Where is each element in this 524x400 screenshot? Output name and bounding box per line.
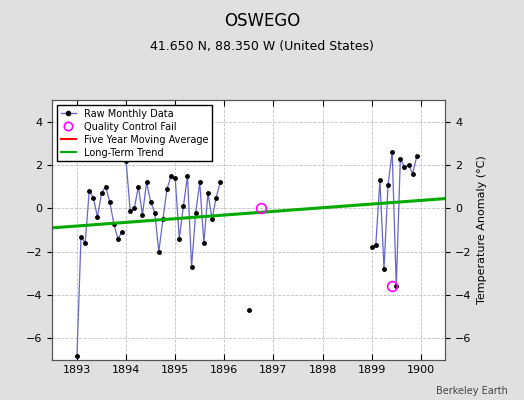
Legend: Raw Monthly Data, Quality Control Fail, Five Year Moving Average, Long-Term Tren: Raw Monthly Data, Quality Control Fail, … — [57, 105, 212, 161]
Y-axis label: Temperature Anomaly (°C): Temperature Anomaly (°C) — [477, 156, 487, 304]
Text: Berkeley Earth: Berkeley Earth — [436, 386, 508, 396]
Text: 41.650 N, 88.350 W (United States): 41.650 N, 88.350 W (United States) — [150, 40, 374, 53]
Text: OSWEGO: OSWEGO — [224, 12, 300, 30]
